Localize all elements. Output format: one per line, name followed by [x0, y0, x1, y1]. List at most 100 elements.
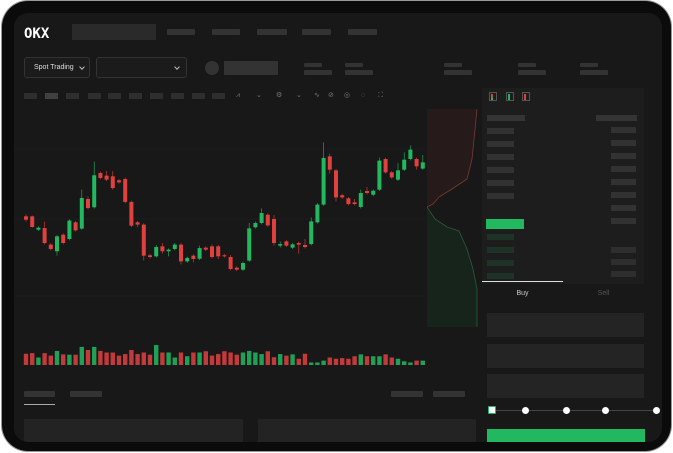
market-type-dropdown[interactable]: Spot Trading [24, 57, 90, 78]
depth-asks-area [427, 109, 477, 207]
bid-price[interactable] [487, 247, 514, 253]
volume-bar [30, 353, 35, 365]
volume-bar [42, 353, 47, 365]
ask-price[interactable] [487, 154, 514, 160]
bid-price[interactable] [487, 234, 514, 240]
ask-price[interactable] [487, 141, 514, 147]
slider-step-25[interactable] [522, 407, 529, 414]
candle-body [67, 220, 72, 239]
orders-panel [24, 419, 243, 442]
timeframe-button[interactable] [212, 93, 225, 99]
candle-body [222, 255, 227, 257]
candle-body [210, 246, 214, 257]
draw-tool-icon[interactable]: ⊘ [328, 92, 334, 99]
candle-body [327, 156, 332, 170]
candle-body [48, 244, 53, 249]
candlestick-chart[interactable] [14, 101, 426, 371]
fullscreen-icon[interactable]: ⛶ [378, 92, 383, 99]
volume-bar [160, 352, 165, 365]
candle-body [272, 219, 276, 243]
candle-body [383, 159, 388, 173]
nav-item[interactable] [167, 29, 195, 35]
volume-bar [191, 352, 196, 365]
candle-body [141, 224, 146, 256]
candle-body [352, 202, 357, 205]
price-input[interactable] [487, 313, 644, 337]
slider-step-100[interactable] [653, 407, 660, 414]
candle-body [296, 243, 301, 245]
candle-body [234, 267, 239, 270]
timeframe-button[interactable] [129, 93, 142, 99]
chart-type-icon[interactable]: ⩘ [236, 92, 240, 99]
candle-body [340, 195, 345, 198]
orderbook-header-amount [596, 115, 637, 121]
volume-bar [85, 350, 91, 365]
settings-icon[interactable]: ⚙ [276, 92, 283, 99]
tab-open-orders[interactable] [24, 391, 55, 397]
total-input[interactable] [487, 374, 644, 398]
active-tab-underline [24, 404, 55, 405]
timeframe-button[interactable] [192, 93, 205, 99]
volume-bar [67, 354, 72, 365]
volume-bar [420, 360, 425, 365]
nav-item[interactable] [348, 29, 377, 35]
volume-bar [383, 354, 388, 365]
bid-amount [611, 259, 636, 265]
ask-price[interactable] [487, 180, 514, 186]
amount-input[interactable] [487, 344, 644, 368]
slider-step-50[interactable] [563, 407, 570, 414]
volume-bar [154, 345, 159, 365]
okx-trading-screen: OKX Spot Trading ⩘ ⌄ ⚙ ⌄ ∿ ⊘ ◎ ◌ ⛶ [14, 13, 662, 442]
magnet-icon[interactable]: ◎ [344, 92, 351, 99]
candle-body [160, 246, 165, 252]
timeframe-button[interactable] [108, 93, 121, 99]
volume-bar [309, 362, 314, 365]
orderbook-view-both-icon[interactable] [489, 92, 497, 101]
tab-order-history[interactable] [70, 391, 102, 397]
timeframe-button[interactable] [24, 93, 37, 99]
nav-item[interactable] [257, 29, 287, 35]
candle-body [98, 173, 103, 178]
bid-price[interactable] [487, 273, 514, 279]
orderbook-view-bids-icon[interactable] [506, 92, 514, 101]
volume-bar [147, 354, 153, 365]
timeframe-button[interactable] [171, 93, 184, 99]
orderbook-view-asks-icon[interactable] [522, 92, 530, 101]
bid-price[interactable] [487, 260, 514, 266]
filter-button[interactable] [433, 391, 465, 397]
timeframe-button[interactable] [45, 93, 58, 99]
nav-item[interactable] [302, 29, 331, 35]
candle-body [365, 191, 369, 193]
tab-sell[interactable]: Sell [563, 281, 644, 305]
stat-value [345, 70, 373, 75]
buy-button[interactable] [487, 429, 645, 442]
ask-price[interactable] [487, 128, 514, 134]
indicator-icon[interactable]: ⌄ [256, 92, 262, 99]
amount-slider[interactable] [490, 410, 657, 411]
line-tool-icon[interactable]: ∿ [314, 92, 320, 99]
chevron-down-icon [174, 64, 180, 70]
nav-item[interactable] [212, 29, 240, 35]
timeframe-button[interactable] [88, 93, 101, 99]
timeframe-button[interactable] [66, 93, 79, 99]
candle-body [179, 244, 183, 262]
volume-bar [36, 357, 41, 365]
search-input[interactable] [72, 24, 156, 40]
tab-buy[interactable]: Buy [482, 281, 563, 305]
chevron-down-icon[interactable]: ⌄ [296, 92, 302, 99]
volume-bar [377, 356, 382, 365]
ask-price[interactable] [487, 167, 514, 173]
ask-amount [611, 205, 636, 211]
ask-price[interactable] [487, 193, 514, 199]
pair-dropdown[interactable] [96, 57, 187, 78]
target-icon[interactable]: ◌ [361, 92, 366, 99]
filter-button[interactable] [391, 391, 423, 397]
okx-logo[interactable]: OKX [24, 25, 66, 41]
bid-amount [611, 247, 636, 253]
slider-handle[interactable] [488, 406, 496, 414]
slider-step-75[interactable] [602, 407, 609, 414]
timeframe-button[interactable] [150, 93, 163, 99]
volume-bar [203, 351, 208, 365]
candle-body [197, 248, 202, 259]
volume-bar [408, 362, 413, 365]
